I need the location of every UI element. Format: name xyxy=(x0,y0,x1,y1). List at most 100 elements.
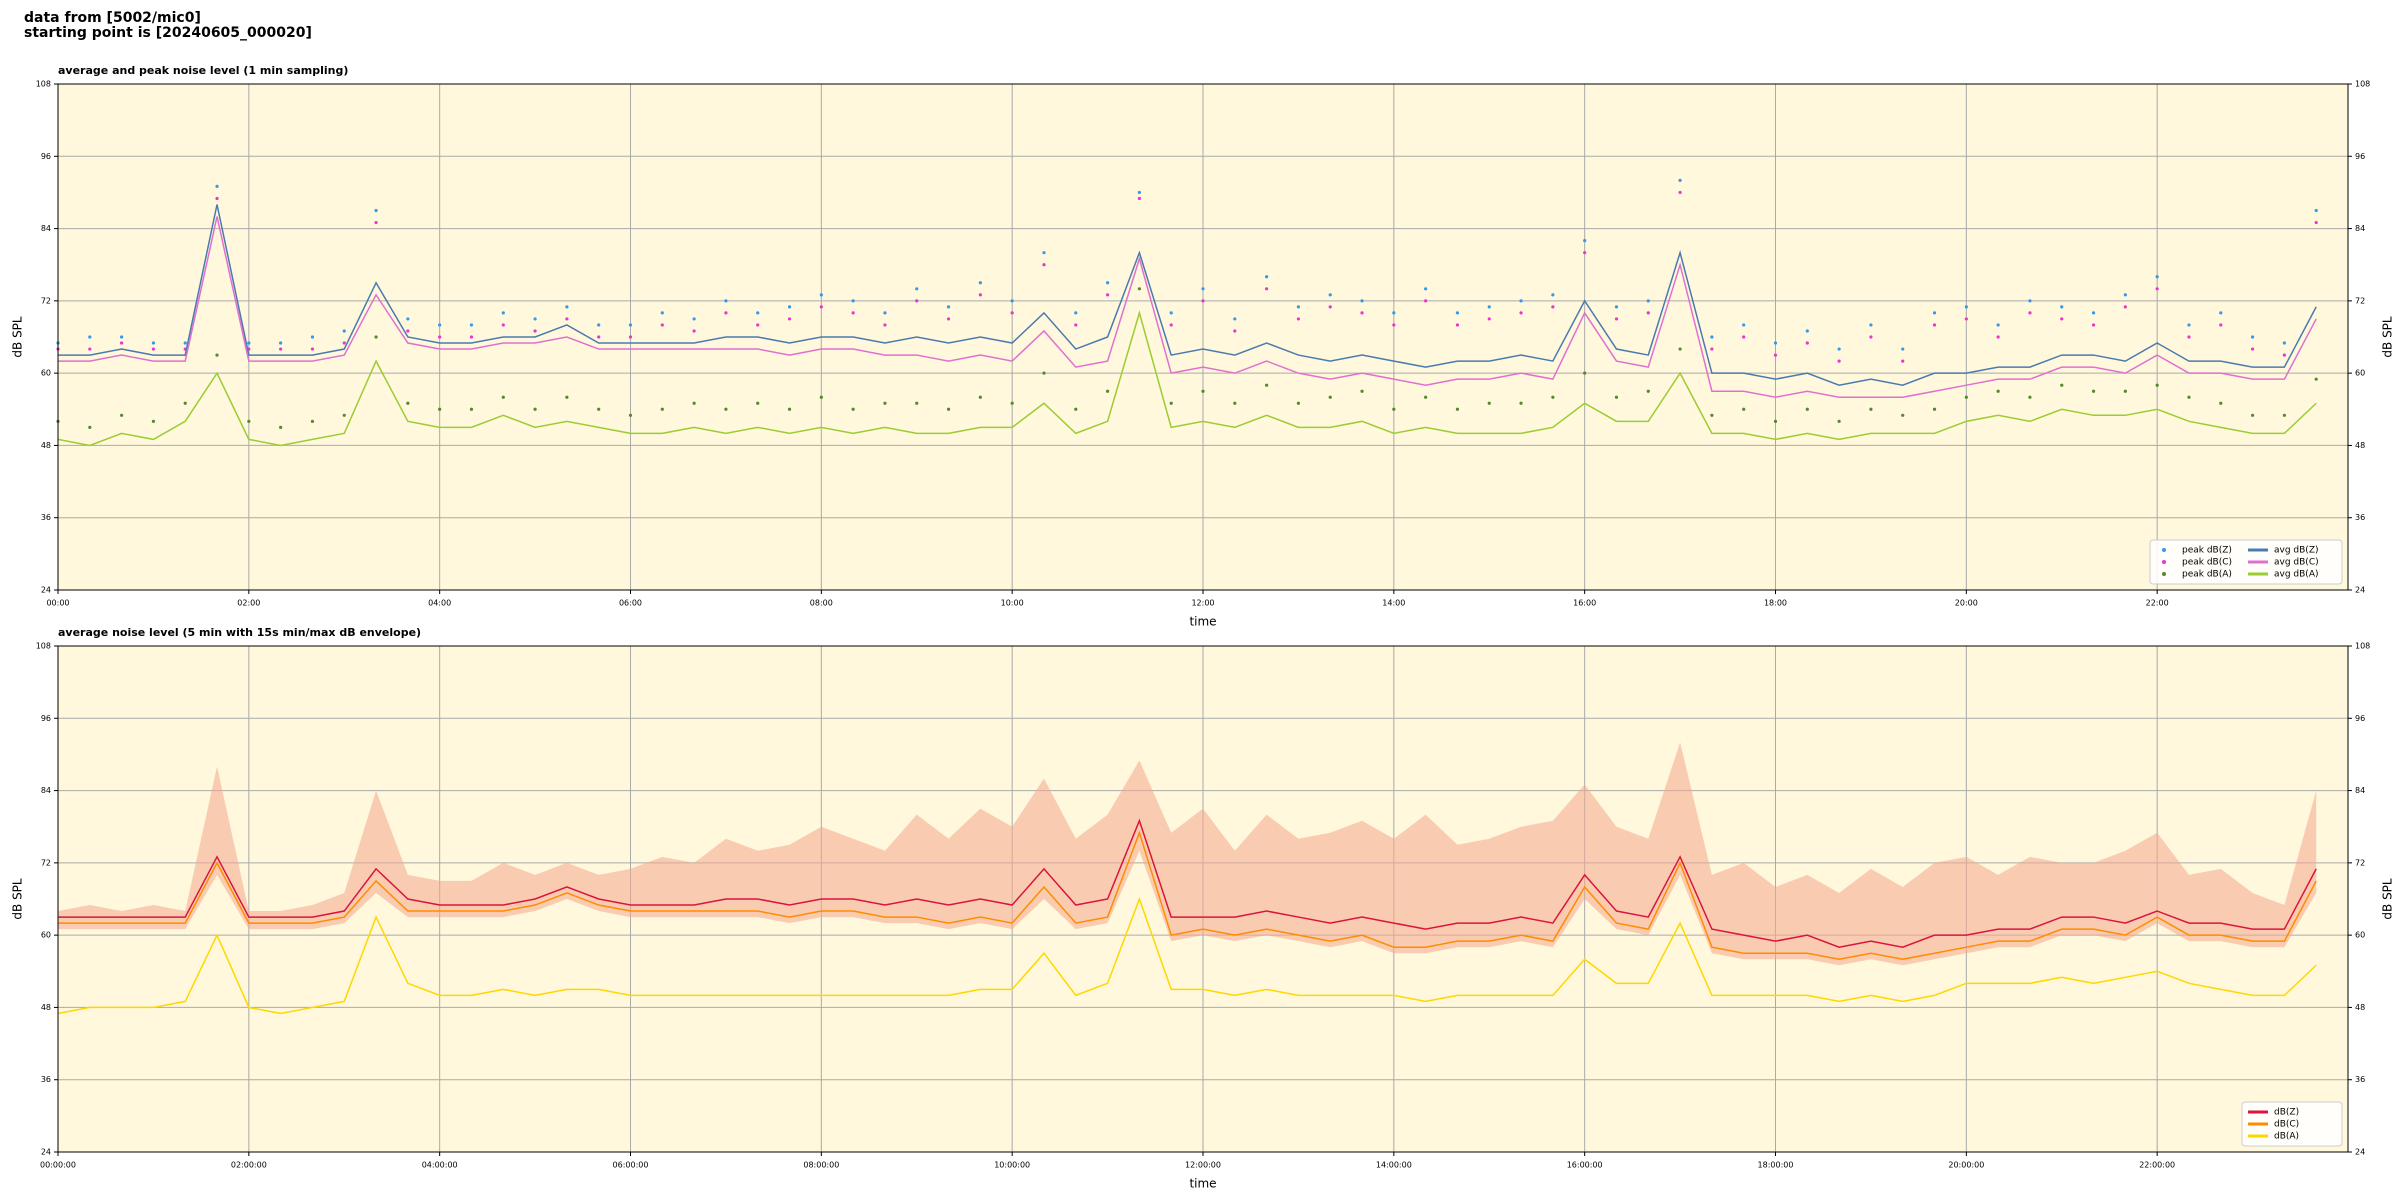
peak-point xyxy=(2282,413,2286,417)
legend-label: avg dB(C) xyxy=(2274,558,2319,568)
peak-point xyxy=(756,401,760,405)
peak-point xyxy=(2250,347,2255,351)
peak-point xyxy=(1105,281,1110,285)
peak-point xyxy=(1487,401,1491,405)
y2-tick-label: 36 xyxy=(2355,513,2365,522)
peak-point xyxy=(1360,389,1364,393)
peak-point xyxy=(151,347,156,351)
peak-point xyxy=(1296,317,1301,321)
peak-point xyxy=(2187,395,2191,399)
peak-point xyxy=(1583,239,1587,243)
peak-point xyxy=(501,395,505,399)
peak-point xyxy=(501,323,505,327)
peak-point xyxy=(469,335,474,339)
peak-point xyxy=(883,311,887,315)
x-tick-label: 20:00 xyxy=(1955,599,1978,608)
plot-frame xyxy=(57,645,2349,1153)
legend-label: dB(A) xyxy=(2274,1132,2299,1142)
peak-point xyxy=(2314,208,2318,213)
peak-point xyxy=(2060,383,2064,387)
peak-point xyxy=(1265,287,1269,291)
peak-point xyxy=(946,407,951,411)
peak-point xyxy=(2282,353,2286,357)
peak-point xyxy=(660,323,664,327)
peak-point xyxy=(215,353,219,357)
x-axis-label: time xyxy=(1189,615,1216,629)
legend-label: avg dB(Z) xyxy=(2274,546,2319,556)
peak-point xyxy=(1742,407,1746,411)
y2-tick-label: 108 xyxy=(2355,80,2370,89)
peak-point xyxy=(88,347,92,351)
x-tick-label: 04:00:00 xyxy=(422,1161,458,1170)
y2-tick-label: 108 xyxy=(2355,642,2370,651)
peak-point xyxy=(215,184,219,189)
peak-point xyxy=(1583,371,1587,375)
peak-point xyxy=(2155,275,2159,279)
peak-point xyxy=(1932,311,1937,315)
peak-point xyxy=(2219,311,2223,315)
peak-point xyxy=(1710,347,1714,351)
peak-point xyxy=(692,401,696,405)
y2-tick-label: 72 xyxy=(2355,858,2365,867)
legend-label: peak dB(C) xyxy=(2182,558,2232,568)
series-line xyxy=(58,830,2317,961)
peak-point xyxy=(374,335,378,339)
peak-point xyxy=(1074,407,1078,411)
peak-point xyxy=(342,341,346,345)
peak-point xyxy=(565,305,569,309)
x-tick-label: 12:00:00 xyxy=(1185,1161,1221,1170)
peak-point xyxy=(183,341,187,345)
y-tick-label: 60 xyxy=(41,369,51,378)
peak-point xyxy=(88,425,92,429)
peak-point xyxy=(2282,341,2286,345)
peak-point xyxy=(756,311,760,315)
y2-tick-label: 96 xyxy=(2355,152,2365,161)
peak-point xyxy=(1964,395,1968,399)
peak-point xyxy=(1424,287,1428,291)
peak-point xyxy=(1773,353,1778,357)
peak-point xyxy=(851,311,855,315)
peak-point xyxy=(1233,329,1237,333)
y-tick-label: 108 xyxy=(36,642,51,651)
y-tick-label: 60 xyxy=(41,931,51,940)
peak-point xyxy=(1519,299,1523,303)
peak-point xyxy=(883,401,887,405)
peak-point xyxy=(1614,317,1619,321)
peak-point xyxy=(628,335,633,339)
peak-point xyxy=(1424,299,1428,303)
peak-point xyxy=(310,419,315,423)
x-tick-label: 10:00 xyxy=(1001,599,1024,608)
peak-point xyxy=(1837,347,1841,351)
x-tick-label: 02:00 xyxy=(237,599,260,608)
peak-point xyxy=(597,335,601,339)
peak-point xyxy=(1964,305,1968,309)
peak-point xyxy=(1678,347,1682,351)
peak-point xyxy=(1233,317,1237,321)
peak-point xyxy=(1392,323,1396,327)
y-tick-label: 72 xyxy=(41,296,51,305)
peak-point xyxy=(1551,395,1555,399)
peak-point xyxy=(1519,311,1523,315)
peak-point xyxy=(946,317,951,321)
peak-point xyxy=(2219,401,2223,405)
peak-point xyxy=(120,341,124,345)
peak-point xyxy=(597,407,601,411)
peak-point xyxy=(1010,299,1014,303)
x-tick-label: 14:00:00 xyxy=(1376,1161,1412,1170)
peak-point xyxy=(978,293,982,297)
series-line xyxy=(57,896,2317,1015)
peak-point xyxy=(565,317,569,321)
peak-point xyxy=(1392,407,1396,411)
peak-point xyxy=(1805,341,1809,345)
peak-point xyxy=(1360,299,1364,303)
peak-point xyxy=(120,413,124,417)
x-tick-label: 00:00:00 xyxy=(40,1161,76,1170)
peak-point xyxy=(1678,190,1682,195)
peak-point xyxy=(2250,413,2255,417)
peak-point xyxy=(915,287,919,291)
peak-point xyxy=(1614,395,1619,399)
peak-point xyxy=(533,317,537,321)
series-line xyxy=(58,216,2317,399)
peak-point xyxy=(342,413,346,417)
peak-point xyxy=(247,341,251,345)
